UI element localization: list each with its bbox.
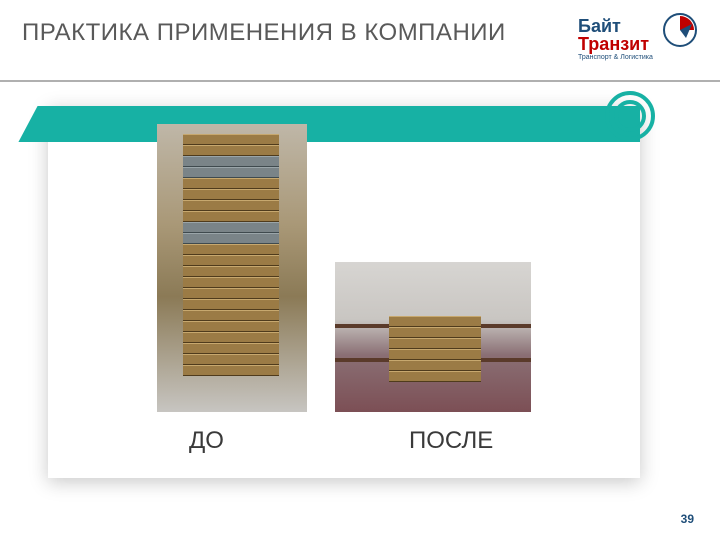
logo-text-bottom: Транзит <box>578 34 649 55</box>
logo-tagline: Транспорт & Логистика <box>578 54 653 61</box>
before-photo <box>157 124 307 412</box>
before-label: ДО <box>189 428 279 453</box>
content-card: ДО ПОСЛЕ <box>48 106 640 478</box>
company-logo: Байт Транзит Транспорт & Логистика <box>578 12 698 70</box>
after-label: ПОСЛЕ <box>409 428 499 453</box>
page-number: 39 <box>681 512 694 526</box>
header-separator <box>0 80 720 82</box>
page-title: ПРАКТИКА ПРИМЕНЕНИЯ В КОМПАНИИ <box>22 18 578 48</box>
after-photo <box>335 262 531 412</box>
logo-mark-icon <box>662 12 698 48</box>
